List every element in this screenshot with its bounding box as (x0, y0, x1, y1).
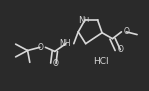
Text: NH: NH (59, 39, 71, 48)
Text: O: O (124, 27, 129, 36)
Text: O: O (53, 59, 59, 68)
Text: HCl: HCl (94, 57, 109, 66)
Text: N: N (79, 16, 85, 24)
Text: H: H (84, 17, 89, 23)
Text: O: O (117, 45, 123, 54)
Text: O: O (37, 43, 43, 52)
